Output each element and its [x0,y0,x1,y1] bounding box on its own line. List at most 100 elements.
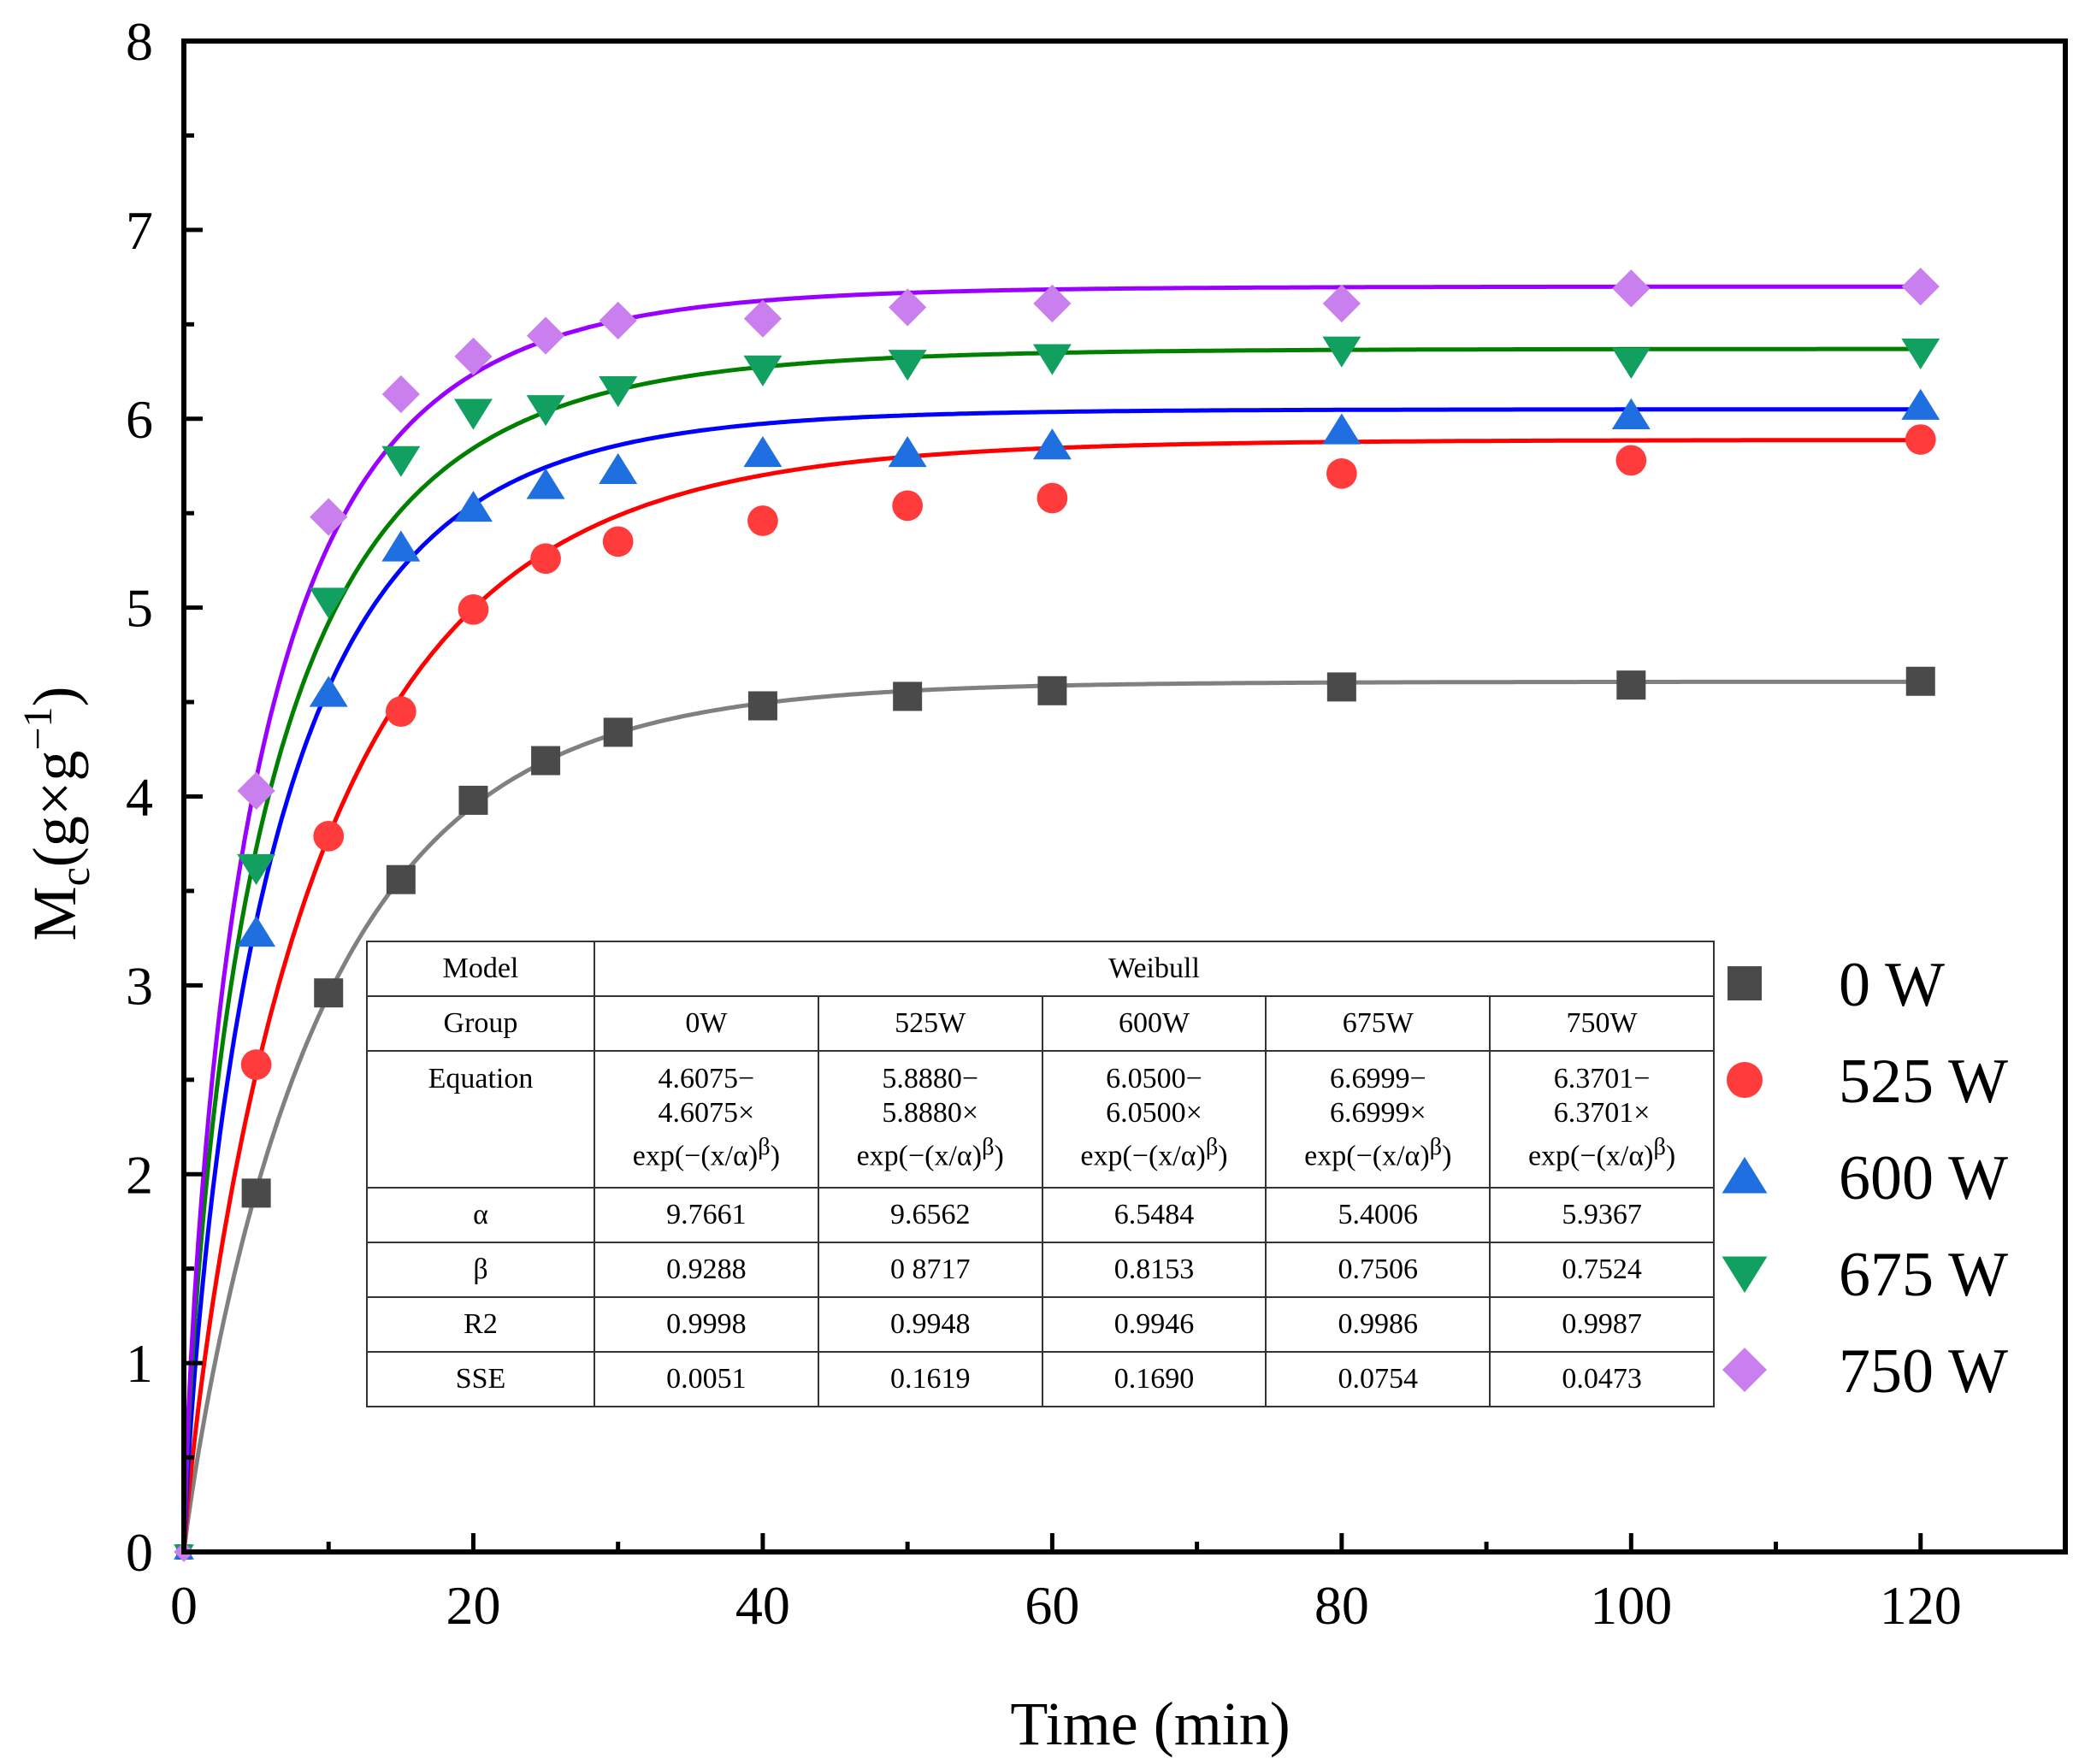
data-point [1612,269,1651,308]
equation-cell: 5.8880− 5.8880× exp(−(x/α)β) [817,1050,1043,1189]
data-point [1037,676,1067,705]
data-point [743,435,783,468]
legend-label: 675 W [1839,1240,2008,1310]
table-cell: 0.9986 [1265,1296,1491,1353]
table-cell: 0.7506 [1265,1242,1491,1298]
data-markers [174,268,1940,1562]
y-axis-title-part: c [50,867,98,886]
x-tick-label: 80 [1314,1575,1369,1636]
y-tick-label: 4 [126,767,153,828]
equation-close: ) [1218,1140,1228,1172]
data-point [743,355,783,386]
data-point [526,468,565,499]
table-cell: 0.9998 [594,1296,819,1353]
data-point [313,821,345,852]
y-tick-label: 2 [126,1144,153,1205]
data-point [1611,398,1651,429]
y-tick-label: 7 [126,200,153,261]
legend-marker [1728,966,1762,1000]
equation-cell: 4.6075− 4.6075× exp(−(x/α)β) [594,1050,819,1189]
data-point [454,337,493,375]
y-axis-title-part: M [21,886,89,941]
data-point [309,587,348,619]
table-cell: 9.7661 [594,1187,819,1243]
y-tick-label: 1 [126,1333,153,1394]
equation-label: Equation [366,1050,595,1189]
equation-line: 6.3701− [1553,1063,1651,1094]
equation-line: 6.6999× [1329,1097,1426,1129]
equation-line: exp(−(x/α)β) [823,1130,1038,1173]
table-cell: 6.5484 [1041,1187,1267,1243]
equation-line: 6.0500× [1106,1097,1202,1129]
data-point [309,676,348,707]
equation-cell: 6.0500− 6.0500× exp(−(x/α)β) [1041,1050,1267,1189]
legend-label: 750 W [1839,1336,2008,1407]
legend-marker [1722,1348,1767,1392]
data-point [1326,672,1356,702]
equation-exp: exp(−(x/α) [632,1140,759,1172]
table-cell: 0.0473 [1489,1351,1715,1407]
data-point [1033,284,1072,323]
legend-label: 0 W [1839,950,1945,1020]
table-cell: 0.8153 [1041,1242,1267,1298]
y-tick-label: 0 [126,1522,153,1583]
y-axis-title-part: ) [21,687,89,707]
table-row-alpha: α 9.7661 9.6562 6.5484 5.4006 5.9367 [366,1187,1715,1243]
equation-line: 6.0500− [1106,1063,1202,1094]
group-cell: 675W [1265,995,1491,1052]
equation-cell: 6.3701− 6.3701× exp(−(x/α)β) [1489,1050,1715,1189]
data-point [1611,347,1651,380]
data-point [1322,413,1361,445]
y-axis-title: Mc(g×g−1) [15,687,98,941]
equation-line: exp(−(x/α)β) [1494,1130,1710,1173]
data-point [747,691,777,721]
data-point [381,530,421,562]
row-label: R2 [366,1296,595,1353]
data-point [1322,284,1361,323]
legend: 0 W 525 W 600 W 675 W 750 W [1722,950,2008,1407]
axes: 0 20 40 60 80 100 120 0 1 2 3 4 5 6 7 8 Time (min) Mc(g×g… [15,11,2068,1758]
data-point [888,350,927,381]
table-row-r2: R2 0.9998 0.9948 0.9946 0.9986 0.9987 [366,1296,1715,1353]
data-point [453,491,493,522]
row-label: α [366,1187,595,1243]
table-cell: 0 8717 [817,1242,1043,1298]
legend-label: 525 W [1839,1047,2008,1117]
data-point [386,864,416,894]
table-cell: 0.9946 [1041,1296,1267,1353]
table-row-sse: SSE 0.0051 0.1619 0.1690 0.0754 0.0473 [366,1351,1715,1407]
equation-line: 4.6075× [658,1097,755,1129]
y-axis-title-part: −1 [15,707,61,751]
equation-line: exp(−(x/α)β) [1270,1130,1485,1173]
model-value: Weibull [594,941,1715,997]
table-cell: 0.0754 [1265,1351,1491,1407]
equation-close: ) [1442,1140,1452,1172]
y-tick-label: 5 [126,578,153,639]
data-point [237,915,276,947]
model-label: Model [366,941,595,997]
data-point [599,452,638,485]
legend-marker [1727,1062,1763,1098]
table-cell: 0.9948 [817,1296,1043,1353]
equation-line: 6.3701× [1553,1097,1651,1129]
data-point [458,593,489,625]
weibull-fit-table: Model Weibull Group 0W 525W 600W 675W 75… [366,941,1715,1407]
table-cell: 0.9987 [1489,1296,1715,1353]
data-point [1032,344,1072,375]
data-point [1322,336,1361,368]
x-tick-label: 100 [1590,1575,1672,1636]
table-cell: 0.0051 [594,1351,819,1407]
equation-exponent: β [1429,1134,1443,1160]
table-row-group: Group 0W 525W 600W 675W 750W [366,995,1715,1052]
data-point [1901,388,1940,420]
data-point [1905,666,1935,696]
equation-close: ) [770,1140,781,1172]
equation-line: exp(−(x/α)β) [1047,1130,1262,1173]
data-point [892,490,924,522]
data-point [1037,482,1068,514]
y-tick-label: 6 [126,389,153,450]
data-point [893,681,923,711]
table-cell: 0.1619 [817,1351,1043,1407]
data-point [381,445,421,477]
data-point [888,435,927,468]
